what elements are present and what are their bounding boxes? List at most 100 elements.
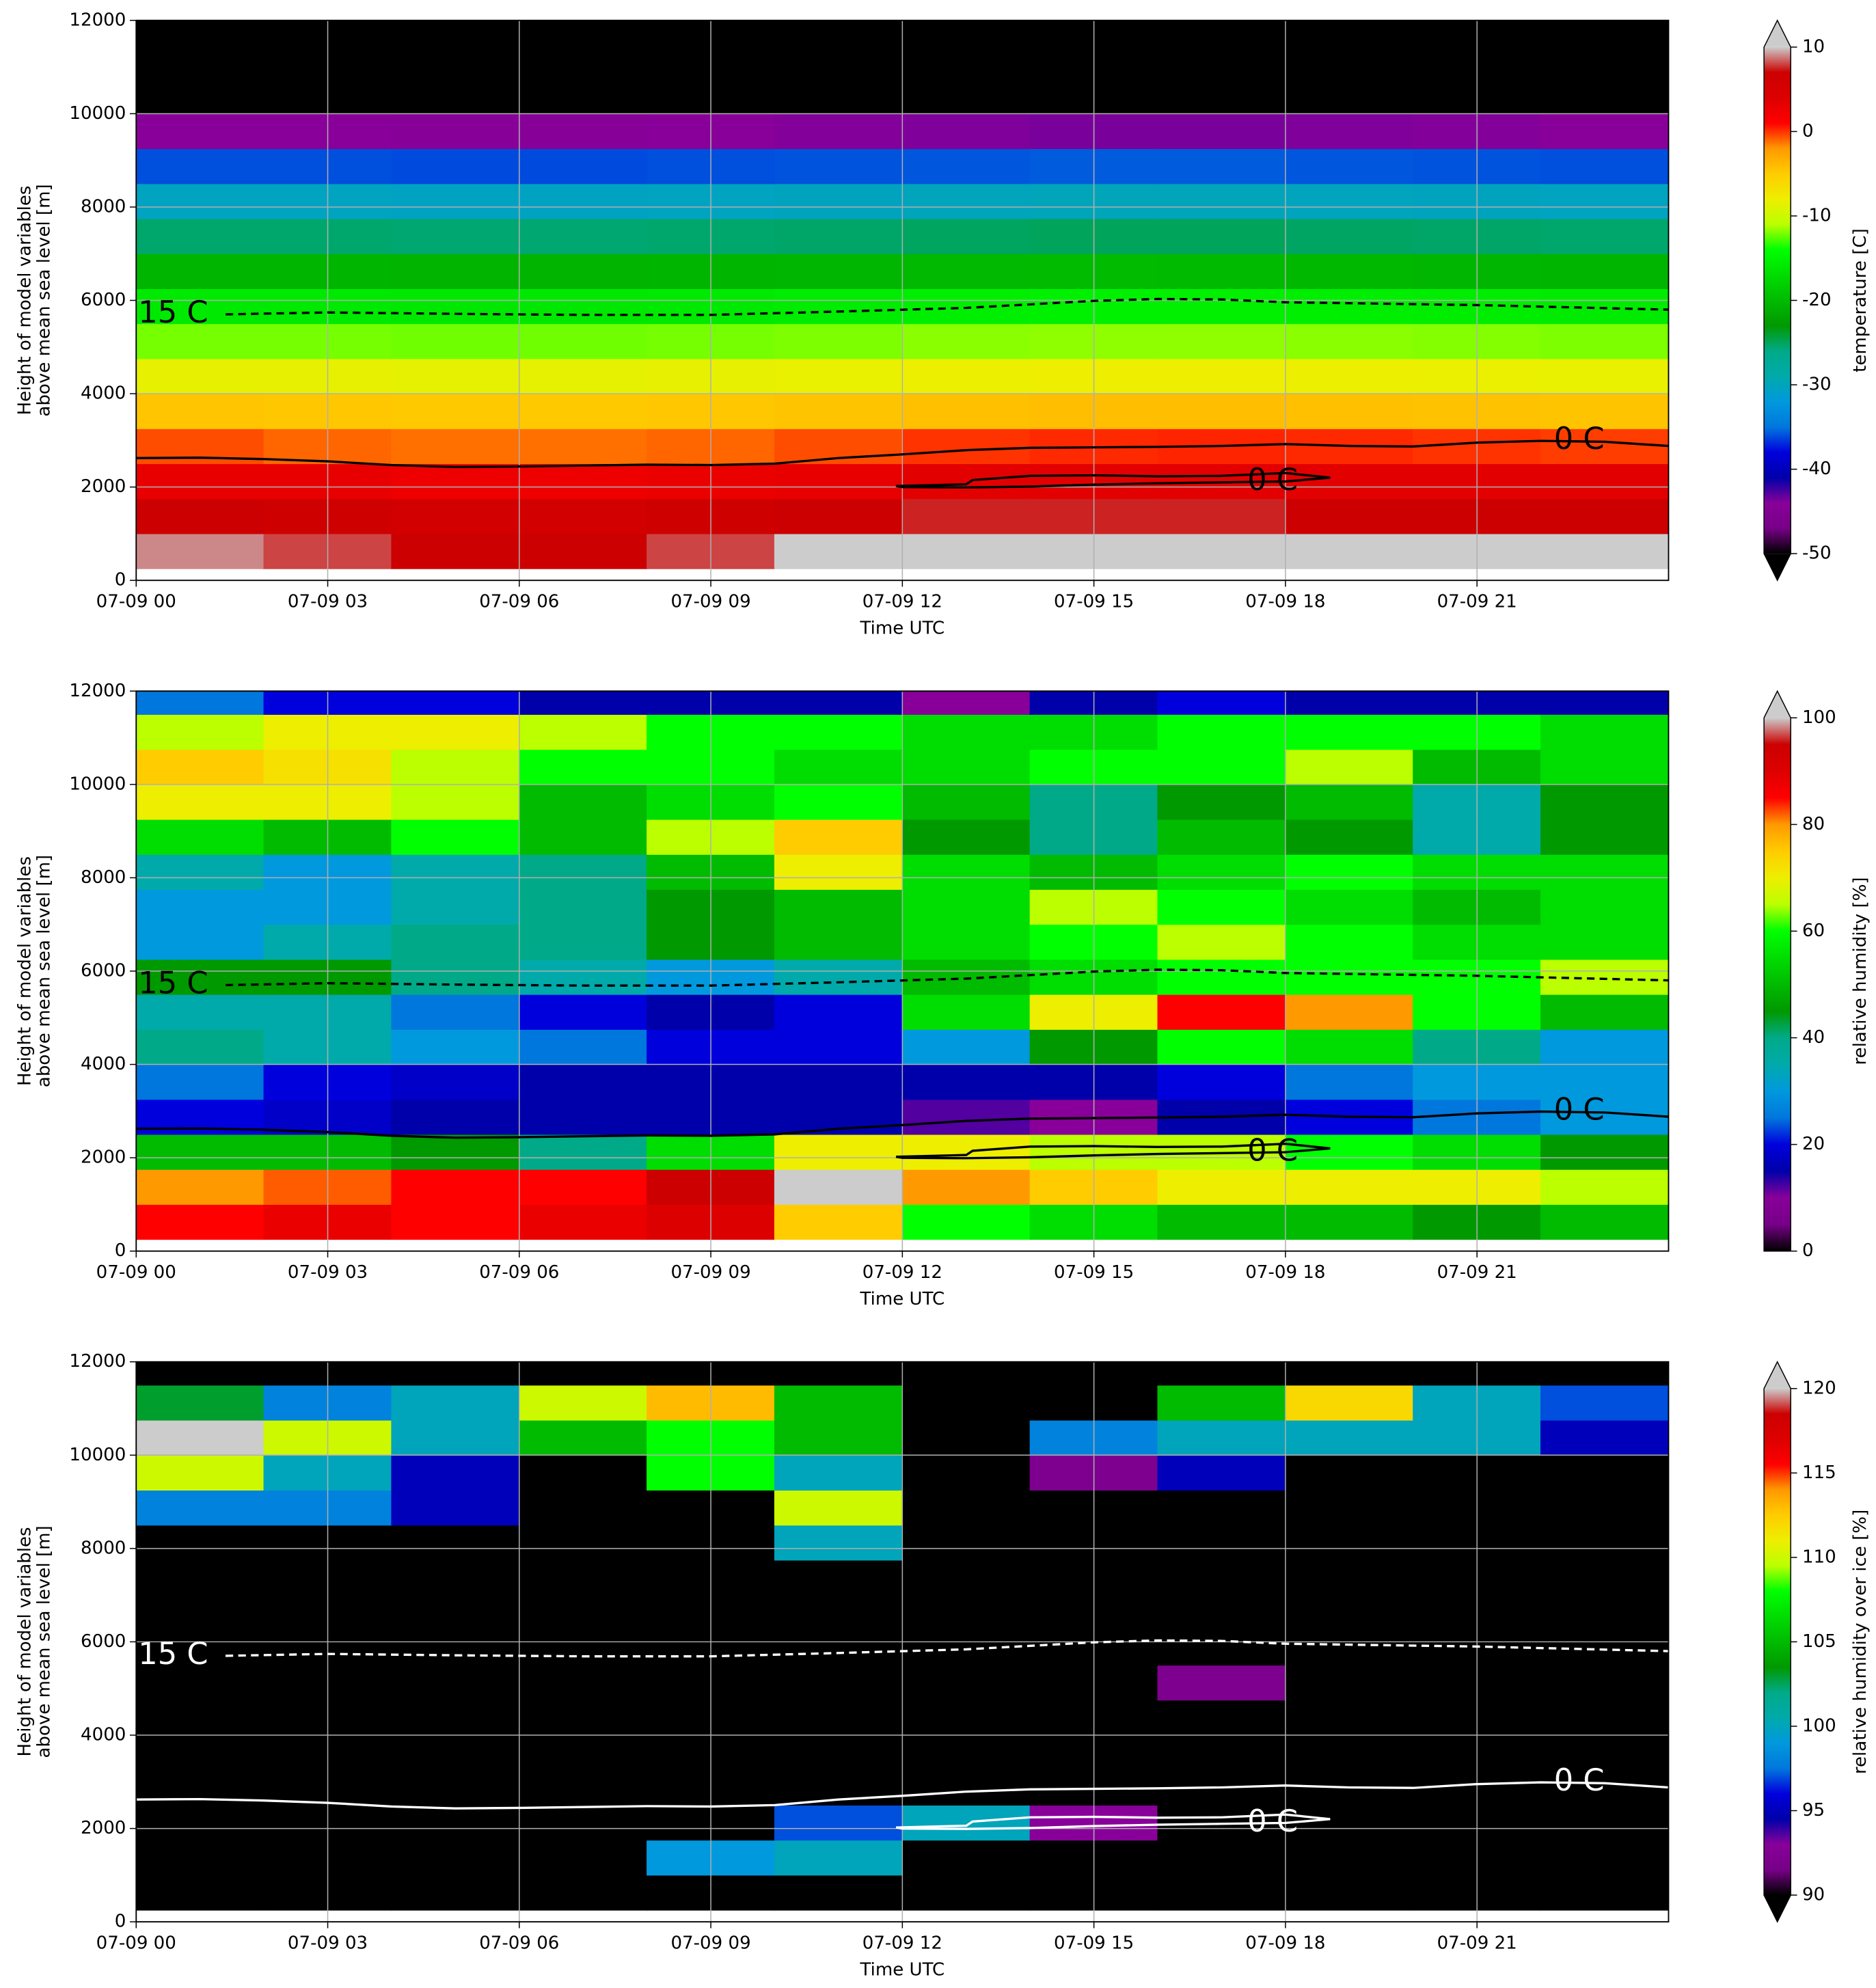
heatmap-cell — [901, 1629, 1031, 1666]
heatmap-cell — [774, 1489, 903, 1526]
heatmap-cell — [136, 784, 264, 820]
heatmap-cell — [1285, 1594, 1414, 1631]
heatmap-cell — [901, 713, 1031, 750]
heatmap-cell — [1157, 994, 1286, 1030]
heatmap-cell — [774, 819, 903, 855]
heatmap-cell — [1540, 1099, 1669, 1135]
heatmap-cell — [901, 784, 1031, 820]
heatmap-cell — [391, 1099, 520, 1135]
heatmap-cell — [774, 924, 903, 960]
heatmap-cell — [774, 288, 903, 325]
x-tick-label: 07-09 12 — [862, 591, 942, 612]
colorbar-tick-label: -50 — [1802, 543, 1832, 564]
heatmap-cell — [774, 1629, 903, 1666]
heatmap-cell — [774, 1594, 903, 1631]
contour-label: 15 C — [138, 295, 208, 330]
x-tick-label: 07-09 21 — [1437, 1933, 1517, 1953]
colorbar-tick-label: 60 — [1802, 921, 1825, 941]
heatmap-cell — [519, 1700, 648, 1736]
heatmap-cell — [1157, 924, 1286, 960]
heatmap-cell — [519, 1734, 648, 1771]
heatmap-cell — [1540, 78, 1669, 114]
heatmap-cell — [519, 113, 648, 150]
contour-line — [136, 1781, 1669, 1810]
x-tick-label: 07-09 06 — [479, 1933, 559, 1953]
heatmap-cell — [391, 43, 520, 79]
colorbar-tick-label: 20 — [1802, 1134, 1825, 1154]
colorbar-tick-label: 100 — [1802, 1715, 1836, 1736]
contours — [136, 968, 1669, 1160]
heatmap-cell — [1540, 20, 1669, 44]
heatmap-cell — [1285, 463, 1414, 500]
heatmap-cell — [1540, 428, 1669, 465]
heatmap-cell — [391, 1875, 520, 1911]
heatmap-cell — [391, 888, 520, 925]
y-tick-label: 6000 — [81, 960, 126, 981]
heatmap-cell — [519, 713, 648, 750]
heatmap-cell — [136, 1804, 264, 1841]
colorbar-tick-label: 10 — [1802, 36, 1825, 57]
heatmap-cell — [1285, 1029, 1414, 1065]
heatmap-cell — [901, 20, 1031, 44]
heatmap-cell — [391, 533, 520, 569]
heatmap-cell — [391, 148, 520, 185]
x-axis-label: Time UTC — [859, 618, 944, 639]
heatmap-cell — [1157, 183, 1286, 219]
y-axis-label: Height of model variables — [15, 1527, 36, 1756]
colorbar-extend — [1764, 1895, 1791, 1922]
heatmap-cell — [1285, 819, 1414, 855]
heatmap-cell — [1157, 43, 1286, 79]
colorbar-extend — [1764, 691, 1791, 718]
heatmap-cell — [774, 1700, 903, 1736]
heatmap-cell — [901, 1875, 1031, 1911]
heatmap-cell — [136, 1029, 264, 1065]
heatmap-cell — [1157, 888, 1286, 925]
heatmap-cell — [1157, 323, 1286, 359]
heatmap-cell — [519, 959, 648, 995]
heatmap-cell — [901, 43, 1031, 79]
heatmap-cell — [136, 498, 264, 534]
x-tick-label: 07-09 18 — [1245, 591, 1325, 612]
heatmap-cell — [136, 78, 264, 114]
y-tick-label: 12000 — [69, 681, 126, 701]
heatmap-cell — [1540, 1203, 1669, 1240]
heatmap-cell — [1285, 749, 1414, 785]
heatmap-cell — [1540, 253, 1669, 290]
heatmap-cell — [774, 994, 903, 1030]
heatmap-cell — [136, 959, 264, 995]
x-tick-label: 07-09 06 — [479, 1262, 559, 1283]
heatmap-cell — [1157, 1029, 1286, 1065]
heatmap-cell — [1540, 1734, 1669, 1771]
heatmap-cell — [774, 113, 903, 150]
y-tick-label: 8000 — [81, 1538, 126, 1558]
heatmap-cell — [1285, 1734, 1414, 1771]
heatmap-cell — [901, 463, 1031, 500]
heatmap-cell — [1157, 749, 1286, 785]
heatmap-cell — [136, 393, 264, 429]
heatmap-cell — [1540, 1875, 1669, 1911]
colorbar-label: relative humidity [%] — [1850, 877, 1871, 1065]
heatmap-cell — [1285, 218, 1414, 254]
heatmap-cell — [1540, 148, 1669, 185]
heatmap-cell — [1285, 1629, 1414, 1666]
heatmap-cell — [901, 1063, 1031, 1100]
heatmap-cell — [391, 959, 520, 995]
heatmap-cell — [136, 533, 264, 569]
heatmap-cell — [1157, 1361, 1286, 1386]
heatmap-cell — [1285, 43, 1414, 79]
heatmap-cell — [901, 1099, 1031, 1135]
heatmap-cell — [1540, 1560, 1669, 1596]
y-tick-label: 6000 — [81, 1631, 126, 1652]
heatmap-cell — [901, 1665, 1031, 1701]
heatmap-cell — [1540, 749, 1669, 785]
heatmap-cell — [1157, 1629, 1286, 1666]
heatmap-cell — [901, 994, 1031, 1030]
colorbar-tick-label: 0 — [1802, 121, 1814, 141]
heatmap-cell — [1285, 288, 1414, 325]
heatmap-cell — [519, 1594, 648, 1631]
heatmap-cell — [1285, 393, 1414, 429]
heatmap-cell — [1285, 1419, 1414, 1456]
y-tick-label: 2000 — [81, 1147, 126, 1168]
heatmap-cell — [901, 819, 1031, 855]
heatmap-cell — [1285, 1804, 1414, 1841]
